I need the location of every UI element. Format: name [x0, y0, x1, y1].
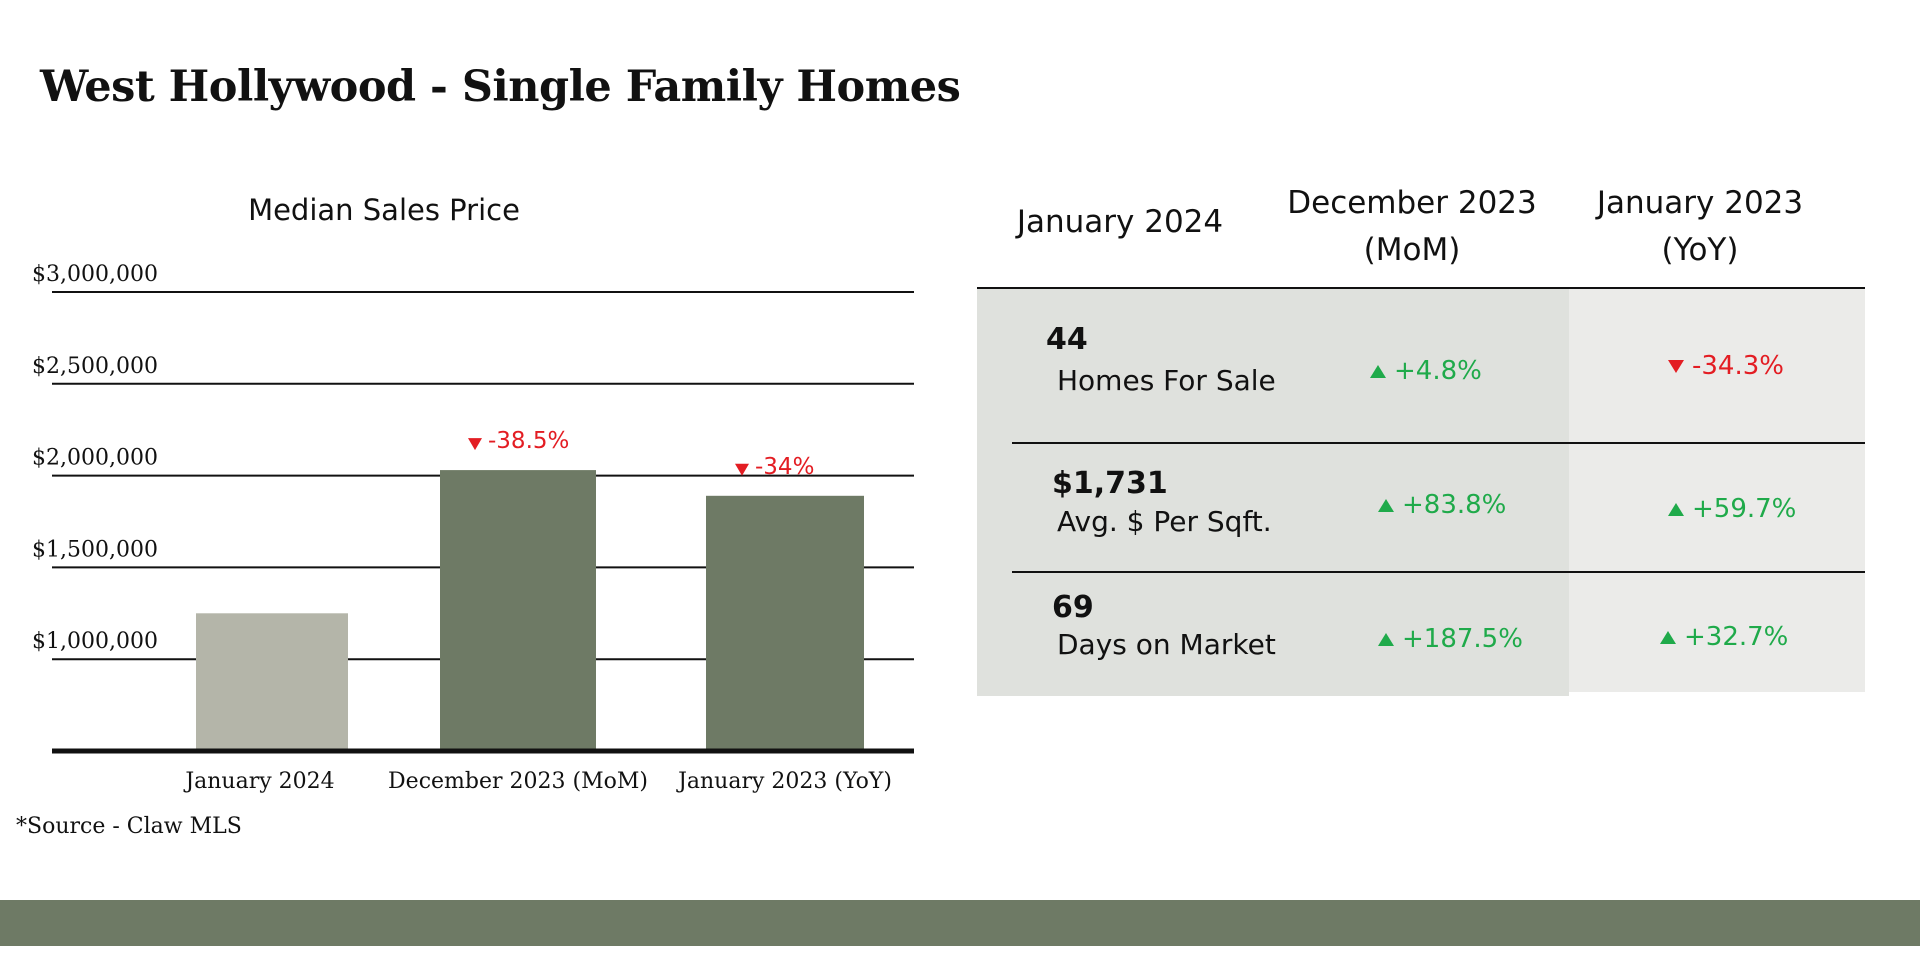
- row-divider: [1012, 442, 1865, 444]
- header-yoy-line1: January 2023: [1596, 185, 1804, 221]
- x-category-label: December 2023 (MoM): [388, 769, 648, 794]
- days-on-market-label: Days on Market: [1057, 628, 1276, 661]
- price-per-sqft-yoy-change: +59.7%: [1668, 494, 1796, 524]
- trend-indicator-icon: [1668, 502, 1684, 516]
- header-mom-line1: December 2023: [1287, 185, 1537, 221]
- bar: [440, 470, 596, 751]
- column-yoy-bg: [1569, 289, 1865, 692]
- bar-data-label: -38.5%: [468, 428, 569, 454]
- days-on-market-yoy-change: +32.7%: [1660, 622, 1788, 652]
- days-on-market-mom-change: +187.5%: [1378, 624, 1523, 654]
- chart-title: Median Sales Price: [248, 193, 520, 227]
- yoy-change-value: +32.7%: [1684, 622, 1789, 652]
- mom-change-value: +83.8%: [1402, 490, 1507, 520]
- column-current-bg: [977, 289, 1319, 696]
- trend-indicator-icon: [1370, 364, 1386, 378]
- trend-indicator-icon: [1668, 359, 1684, 373]
- source-note: *Source - Claw MLS: [16, 814, 242, 839]
- row-divider: [1012, 571, 1865, 573]
- down-arrow-icon: [735, 463, 749, 476]
- price-per-sqft-label: Avg. $ Per Sqft.: [1057, 505, 1272, 538]
- y-tick-label: $1,000,000: [32, 629, 158, 654]
- y-tick-label: $2,000,000: [32, 446, 158, 471]
- mom-change-value: +187.5%: [1402, 624, 1523, 654]
- homes-for-sale-mom-change: +4.8%: [1370, 356, 1482, 386]
- yoy-change-value: +59.7%: [1692, 494, 1797, 524]
- price-per-sqft-value: $1,731: [1052, 466, 1168, 501]
- yoy-change-value: -34.3%: [1692, 351, 1784, 381]
- bar: [706, 495, 864, 751]
- y-tick-label: $1,500,000: [32, 537, 158, 562]
- homes-for-sale-label: Homes For Sale: [1057, 364, 1276, 397]
- trend-indicator-icon: [1378, 498, 1394, 512]
- header-rule: [977, 287, 1865, 289]
- header-mom-line2: (MoM): [1363, 232, 1461, 268]
- bar-data-label: -34%: [735, 454, 814, 480]
- header-current: January 2024: [1016, 204, 1224, 240]
- column-mom-bg: [1319, 289, 1569, 696]
- page-title: West Hollywood - Single Family Homes: [40, 62, 961, 112]
- price-per-sqft-mom-change: +83.8%: [1378, 490, 1506, 520]
- bar-label-text: -34%: [755, 454, 814, 480]
- median-sales-price-chart: Median Sales Price $1,000,000 $1,500,000 $…: [32, 193, 914, 794]
- mom-change-value: +4.8%: [1394, 356, 1482, 386]
- x-category-label: January 2023 (YoY): [676, 769, 892, 794]
- days-on-market-value: 69: [1052, 590, 1094, 625]
- header-mom: December 2023 (MoM): [1262, 180, 1562, 274]
- y-tick-label: $3,000,000: [32, 262, 158, 287]
- homes-for-sale-value: 44: [1046, 322, 1088, 357]
- trend-indicator-icon: [1378, 632, 1394, 646]
- trend-indicator-icon: [1660, 630, 1676, 644]
- footer-band: [0, 900, 1920, 946]
- x-category-label: January 2024: [183, 769, 334, 794]
- header-yoy: January 2023 (YoY): [1550, 180, 1850, 274]
- down-arrow-icon: [468, 438, 482, 451]
- bar: [196, 613, 348, 751]
- y-tick-label: $2,500,000: [32, 354, 158, 379]
- header-yoy-line2: (YoY): [1661, 232, 1739, 268]
- bar-label-text: -38.5%: [488, 428, 569, 454]
- homes-for-sale-yoy-change: -34.3%: [1668, 351, 1784, 381]
